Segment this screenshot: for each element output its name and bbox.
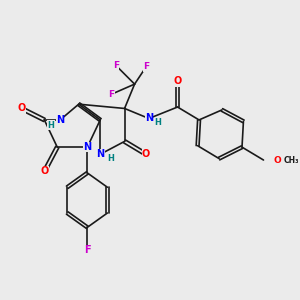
Text: H: H (107, 154, 114, 163)
Text: F: F (143, 62, 149, 71)
Text: CH₃: CH₃ (284, 155, 299, 164)
Text: N: N (83, 142, 92, 152)
Text: O: O (274, 155, 282, 164)
Text: O: O (142, 149, 150, 159)
Text: F: F (84, 245, 91, 255)
Text: H: H (47, 121, 54, 130)
Text: O: O (173, 76, 182, 86)
Text: F: F (113, 61, 119, 70)
Text: N: N (56, 115, 64, 125)
Text: O: O (17, 103, 26, 113)
Text: O: O (40, 167, 49, 176)
Text: N: N (96, 149, 104, 159)
Text: H: H (154, 118, 161, 127)
Text: F: F (109, 90, 115, 99)
Text: N: N (145, 113, 153, 124)
